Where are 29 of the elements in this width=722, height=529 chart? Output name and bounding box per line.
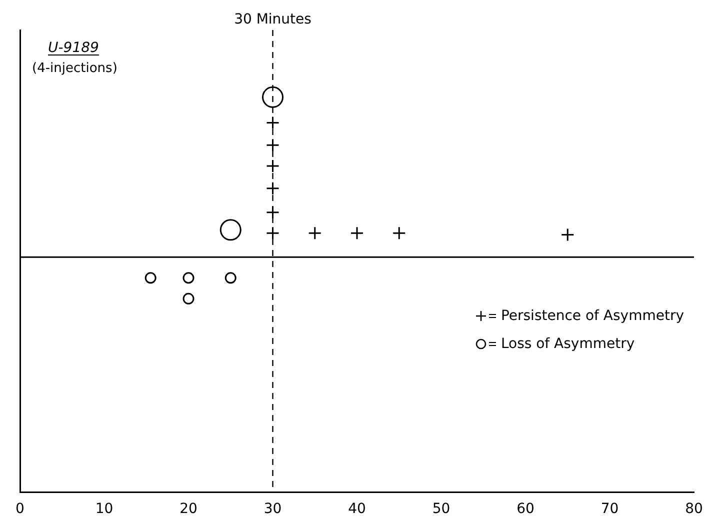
x-tick-label: 0 xyxy=(16,501,24,518)
point xyxy=(308,226,322,240)
point xyxy=(266,138,280,152)
x-tick-label: 70 xyxy=(600,501,619,518)
point xyxy=(220,219,242,241)
point xyxy=(266,159,280,173)
point xyxy=(262,86,284,108)
text: (4-injections) xyxy=(32,61,118,76)
x-tick-label: 20 xyxy=(180,501,198,518)
point xyxy=(266,116,280,130)
point xyxy=(182,292,194,304)
point xyxy=(182,272,194,284)
point xyxy=(224,272,236,284)
point xyxy=(350,226,364,240)
x-tick-label: 30 xyxy=(264,501,282,518)
legend-label: Persistence of Asymmetry xyxy=(500,308,684,324)
point xyxy=(560,228,574,242)
x-tick-label: 60 xyxy=(516,501,534,518)
point xyxy=(266,226,280,240)
ref-line-label: 30 Minutes xyxy=(234,12,312,28)
x-tick-label: 40 xyxy=(348,501,366,518)
point xyxy=(266,182,280,196)
x-tick-label: 10 xyxy=(95,501,114,518)
text: U-9189 xyxy=(48,40,100,56)
point xyxy=(392,226,406,240)
x-tick-label: 50 xyxy=(432,501,450,518)
legend-label: Loss of Asymmetry xyxy=(500,336,635,352)
point xyxy=(144,272,156,284)
x-tick-label: 80 xyxy=(685,501,703,518)
